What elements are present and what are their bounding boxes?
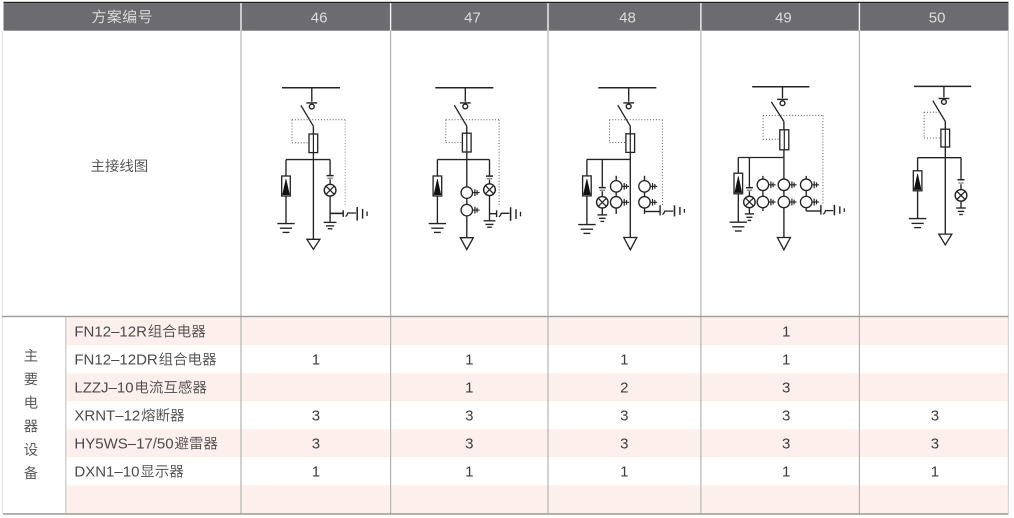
svg-text:49: 49 [775,9,792,26]
svg-text:FN12–12DR: FN12–12DR [74,352,158,369]
svg-text:3: 3 [931,408,939,425]
svg-text:50: 50 [929,9,946,26]
svg-text:1: 1 [782,324,790,341]
svg-text:47: 47 [464,9,481,26]
svg-text:1: 1 [465,380,473,397]
svg-text:3: 3 [782,380,790,397]
svg-text:3: 3 [312,408,320,425]
svg-text:3: 3 [312,436,320,453]
svg-text:1: 1 [782,464,790,481]
svg-text:1: 1 [465,352,473,369]
svg-text:1: 1 [782,352,790,369]
svg-text:1: 1 [465,464,473,481]
svg-text:48: 48 [619,9,636,26]
svg-text:2: 2 [620,380,628,397]
svg-text:46: 46 [311,9,328,26]
svg-text:1: 1 [312,464,320,481]
svg-text:HY5WS–17/50: HY5WS–17/50 [74,436,173,453]
svg-text:LZZJ–10: LZZJ–10 [74,380,133,397]
svg-text:1: 1 [620,464,628,481]
svg-text:3: 3 [620,408,628,425]
svg-text:3: 3 [465,408,473,425]
svg-text:3: 3 [465,436,473,453]
svg-text:1: 1 [312,352,320,369]
svg-text:3: 3 [931,436,939,453]
svg-text:3: 3 [620,436,628,453]
svg-text:1: 1 [931,464,939,481]
svg-text:1: 1 [620,352,628,369]
svg-text:3: 3 [782,436,790,453]
svg-text:DXN1–10: DXN1–10 [74,464,139,481]
svg-text:FN12–12R: FN12–12R [74,324,147,341]
svg-text:3: 3 [782,408,790,425]
svg-text:XRNT–12: XRNT–12 [74,408,140,425]
